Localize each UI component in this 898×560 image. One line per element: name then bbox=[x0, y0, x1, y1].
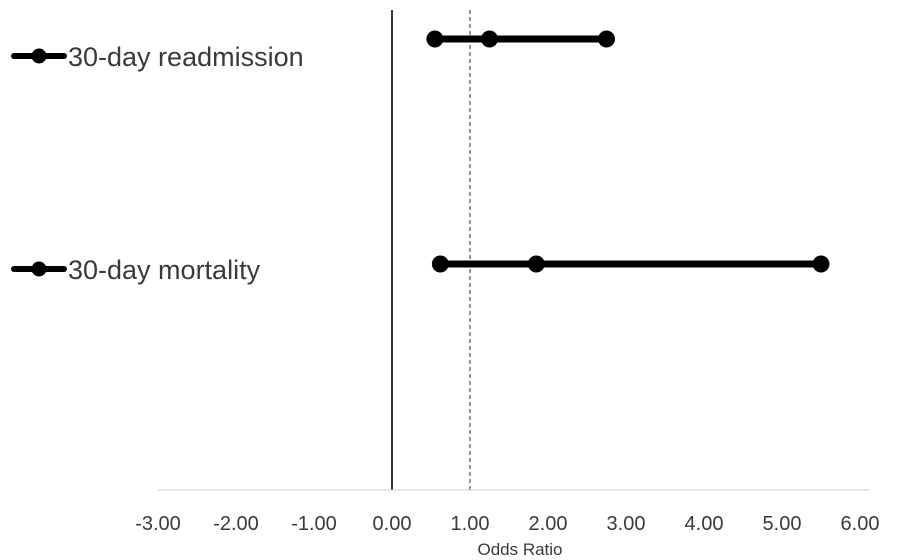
x-tick-label: -1.00 bbox=[291, 513, 337, 535]
estimate-point bbox=[481, 30, 498, 48]
ci-lower-point bbox=[426, 30, 444, 48]
x-axis-title: Odds Ratio bbox=[477, 540, 562, 559]
series-row bbox=[426, 30, 615, 48]
ci-lower-point bbox=[431, 255, 449, 273]
x-tick-label: 5.00 bbox=[763, 513, 802, 535]
legend-label: 30-day readmission bbox=[68, 42, 304, 72]
estimate-point bbox=[527, 255, 545, 273]
x-tick-label: -2.00 bbox=[213, 513, 259, 535]
x-tick-label: 0.00 bbox=[373, 513, 412, 535]
x-tick-label: 4.00 bbox=[685, 513, 724, 535]
legend-item: 30-day readmission bbox=[11, 42, 304, 72]
series-group bbox=[426, 30, 830, 273]
reference-lines bbox=[391, 10, 471, 490]
ci-upper-point bbox=[812, 255, 830, 273]
x-tick-label: 1.00 bbox=[451, 513, 490, 535]
legend-marker-icon bbox=[31, 261, 47, 277]
x-tick-label: 3.00 bbox=[607, 513, 646, 535]
x-tick-label: 2.00 bbox=[529, 513, 568, 535]
x-tick-label: 6.00 bbox=[841, 513, 880, 535]
series-row bbox=[431, 255, 830, 273]
x-tick-label: -3.00 bbox=[135, 513, 181, 535]
legend-marker-icon bbox=[31, 48, 47, 64]
legend: 30-day readmission 30-day mortality bbox=[11, 42, 304, 285]
legend-item: 30-day mortality bbox=[11, 255, 261, 285]
legend-label: 30-day mortality bbox=[68, 255, 261, 285]
ci-upper-point bbox=[598, 30, 615, 48]
x-tick-labels: -3.00 -2.00 -1.00 0.00 1.00 2.00 3.00 4.00 5.00 6… bbox=[135, 513, 879, 535]
